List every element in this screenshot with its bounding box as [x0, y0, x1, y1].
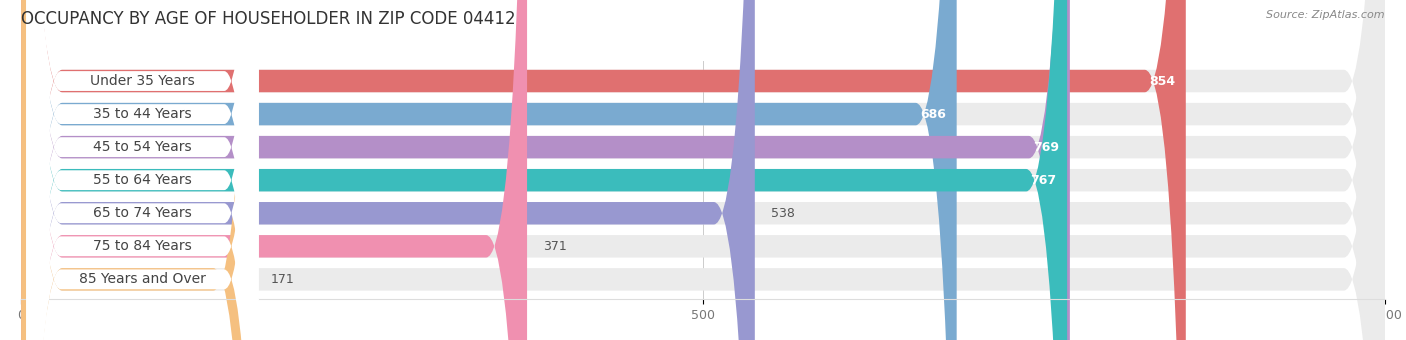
- FancyBboxPatch shape: [21, 0, 1385, 340]
- Text: 854: 854: [1149, 74, 1175, 87]
- FancyBboxPatch shape: [27, 0, 259, 340]
- FancyBboxPatch shape: [27, 0, 259, 340]
- FancyBboxPatch shape: [27, 0, 259, 340]
- FancyBboxPatch shape: [21, 0, 254, 340]
- FancyBboxPatch shape: [21, 0, 1385, 340]
- FancyBboxPatch shape: [27, 0, 259, 340]
- FancyBboxPatch shape: [21, 0, 755, 340]
- FancyBboxPatch shape: [27, 0, 259, 340]
- Text: 65 to 74 Years: 65 to 74 Years: [93, 206, 191, 220]
- Text: OCCUPANCY BY AGE OF HOUSEHOLDER IN ZIP CODE 04412: OCCUPANCY BY AGE OF HOUSEHOLDER IN ZIP C…: [21, 10, 516, 28]
- FancyBboxPatch shape: [21, 0, 1070, 340]
- Text: 171: 171: [271, 273, 294, 286]
- Text: 371: 371: [544, 240, 567, 253]
- FancyBboxPatch shape: [21, 0, 1385, 340]
- Text: 686: 686: [920, 107, 946, 121]
- FancyBboxPatch shape: [21, 0, 1067, 340]
- Text: 75 to 84 Years: 75 to 84 Years: [93, 239, 191, 253]
- Text: Under 35 Years: Under 35 Years: [90, 74, 195, 88]
- Text: 538: 538: [772, 207, 794, 220]
- Text: 85 Years and Over: 85 Years and Over: [79, 272, 205, 286]
- Text: 35 to 44 Years: 35 to 44 Years: [93, 107, 191, 121]
- Text: 55 to 64 Years: 55 to 64 Years: [93, 173, 191, 187]
- FancyBboxPatch shape: [21, 0, 1385, 340]
- FancyBboxPatch shape: [21, 0, 1385, 340]
- Text: 45 to 54 Years: 45 to 54 Years: [93, 140, 191, 154]
- FancyBboxPatch shape: [21, 0, 956, 340]
- FancyBboxPatch shape: [27, 0, 259, 340]
- FancyBboxPatch shape: [21, 0, 1185, 340]
- FancyBboxPatch shape: [21, 0, 1385, 340]
- FancyBboxPatch shape: [27, 0, 259, 340]
- Text: Source: ZipAtlas.com: Source: ZipAtlas.com: [1267, 10, 1385, 20]
- FancyBboxPatch shape: [21, 0, 527, 340]
- FancyBboxPatch shape: [21, 0, 1385, 340]
- Text: 769: 769: [1033, 141, 1059, 154]
- Text: 767: 767: [1031, 174, 1056, 187]
